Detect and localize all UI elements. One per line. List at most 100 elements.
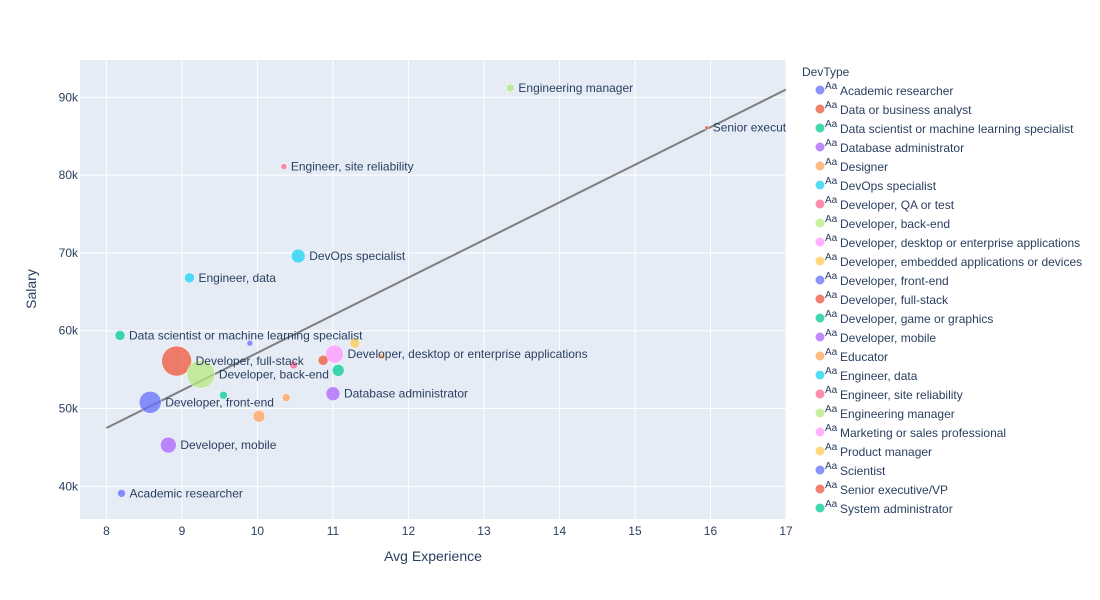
legend-marker <box>815 503 825 513</box>
data-point[interactable] <box>161 345 192 377</box>
legend-item[interactable]: Aa Designer <box>815 157 889 174</box>
y-tick-label: 70k <box>59 246 79 260</box>
legend-text-symbol: Aa <box>825 81 838 92</box>
legend-text-symbol: Aa <box>825 461 838 472</box>
legend-label: Engineer, site reliability <box>840 388 963 402</box>
legend-item[interactable]: Aa Educator <box>815 347 889 364</box>
trendline <box>105 88 786 429</box>
legend-label: Developer, QA or test <box>840 198 955 212</box>
legend-marker <box>815 161 825 171</box>
point-label: Data scientist or machine learning speci… <box>129 328 363 342</box>
legend-text-symbol: Aa <box>825 271 838 282</box>
legend-label: Engineer, data <box>840 369 918 383</box>
legend-marker <box>815 218 825 228</box>
legend-label: Data or business analyst <box>840 103 972 117</box>
data-point[interactable] <box>290 248 306 264</box>
legend-text-symbol: Aa <box>825 309 838 320</box>
y-tick-label: 60k <box>59 324 79 338</box>
x-tick-label: 17 <box>779 524 793 538</box>
data-point[interactable] <box>117 489 126 498</box>
data-point[interactable] <box>138 391 162 414</box>
legend-marker <box>815 446 825 456</box>
legend-label: Data scientist or machine learning speci… <box>840 122 1074 136</box>
data-point[interactable] <box>246 339 254 347</box>
data-point[interactable] <box>331 364 345 377</box>
legend-marker <box>815 85 825 95</box>
data-point[interactable] <box>325 386 341 401</box>
legend-label: Marketing or sales professional <box>840 426 1006 440</box>
data-point[interactable] <box>281 393 291 402</box>
data-point[interactable] <box>160 436 177 454</box>
data-point[interactable] <box>317 355 329 366</box>
x-tick-label: 8 <box>103 524 110 538</box>
data-point[interactable] <box>704 125 709 130</box>
legend-text-symbol: Aa <box>825 252 838 263</box>
legend-item[interactable]: Aa DevOps specialist <box>815 176 937 193</box>
legend-label: Developer, front-end <box>840 274 949 288</box>
legend-text-symbol: Aa <box>825 119 838 130</box>
gridlines <box>80 60 787 519</box>
legend-item[interactable]: Aa Database administrator <box>815 138 965 155</box>
legend-item[interactable]: Aa System administrator <box>815 499 953 516</box>
data-point[interactable] <box>186 360 216 389</box>
legend-item[interactable]: Aa Developer, front-end <box>815 271 949 288</box>
legend-item[interactable]: Aa Product manager <box>815 442 933 459</box>
legend-marker <box>815 256 825 266</box>
legend-label: System administrator <box>840 502 953 516</box>
legend-label: Developer, back-end <box>840 217 950 231</box>
legend-item[interactable]: Aa Developer, desktop or enterprise appli… <box>815 233 1081 250</box>
legend-item[interactable]: Aa Engineer, site reliability <box>815 385 963 402</box>
legend-item[interactable]: Aa Data scientist or machine learning spe… <box>815 119 1075 136</box>
legend-label: Designer <box>840 160 888 174</box>
y-axis-title: Salary <box>23 269 39 309</box>
legend-item[interactable]: Aa Scientist <box>815 461 887 478</box>
x-axis-title: Avg Experience <box>384 548 482 564</box>
data-point[interactable] <box>289 360 298 370</box>
legend-item[interactable]: Aa Developer, full-stack <box>815 290 950 307</box>
legend-text-symbol: Aa <box>825 176 838 187</box>
legend-label: Developer, game or graphics <box>840 312 993 326</box>
legend-marker <box>815 427 825 437</box>
legend-item[interactable]: Aa Academic researcher <box>815 81 954 98</box>
x-tick-label: 16 <box>704 524 718 538</box>
x-tick-label: 12 <box>402 524 416 538</box>
legend-text-symbol: Aa <box>825 442 838 453</box>
x-tick-label: 14 <box>553 524 567 538</box>
y-tick-label: 40k <box>59 479 79 493</box>
legend-item[interactable]: Aa Developer, mobile <box>815 328 937 345</box>
data-point[interactable] <box>184 272 195 284</box>
data-point[interactable] <box>219 391 228 400</box>
data-point[interactable] <box>506 83 515 93</box>
legend-text-symbol: Aa <box>825 195 838 206</box>
data-point[interactable] <box>349 337 361 349</box>
legend-label: Developer, full-stack <box>840 293 949 307</box>
legend-item[interactable]: Aa Developer, QA or test <box>815 195 955 212</box>
x-tick-label: 9 <box>179 524 186 538</box>
legend-label: Product manager <box>840 445 932 459</box>
legend-item[interactable]: Aa Developer, back-end <box>815 214 951 231</box>
legend-item[interactable]: Aa Data or business analyst <box>815 100 973 117</box>
data-point[interactable] <box>280 163 288 170</box>
x-axis-ticks: 8 9 10 11 12 13 14 15 16 17 <box>103 524 793 538</box>
data-point[interactable] <box>114 330 126 341</box>
data-point[interactable] <box>252 410 266 423</box>
point-label: Database administrator <box>344 387 468 401</box>
point-label: Developer, front-end <box>165 395 274 409</box>
point-label: DevOps specialist <box>309 249 406 263</box>
data-point[interactable] <box>325 344 344 364</box>
legend-marker <box>815 351 825 361</box>
legend-label: Senior executive/VP <box>840 483 948 497</box>
point-label: Developer, mobile <box>180 438 276 452</box>
legend-item[interactable]: Aa Developer, embedded applications or de… <box>815 252 1083 269</box>
legend-item[interactable]: Aa Engineer, data <box>815 366 918 383</box>
legend-marker <box>815 313 825 323</box>
legend-item[interactable]: Aa Engineering manager <box>815 404 955 421</box>
legend-text-symbol: Aa <box>825 138 838 149</box>
legend-item[interactable]: Aa Developer, game or graphics <box>815 309 994 326</box>
legend-item[interactable]: Aa Senior executive/VP <box>815 480 949 497</box>
point-label: Engineering manager <box>518 81 633 95</box>
data-point[interactable] <box>378 353 386 360</box>
plot-background <box>80 60 786 519</box>
legend-item[interactable]: Aa Marketing or sales professional <box>815 423 1007 440</box>
